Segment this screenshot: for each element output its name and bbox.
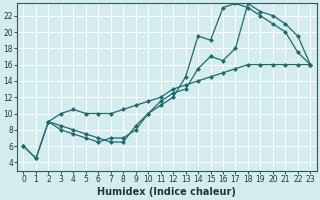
X-axis label: Humidex (Indice chaleur): Humidex (Indice chaleur) <box>98 187 236 197</box>
